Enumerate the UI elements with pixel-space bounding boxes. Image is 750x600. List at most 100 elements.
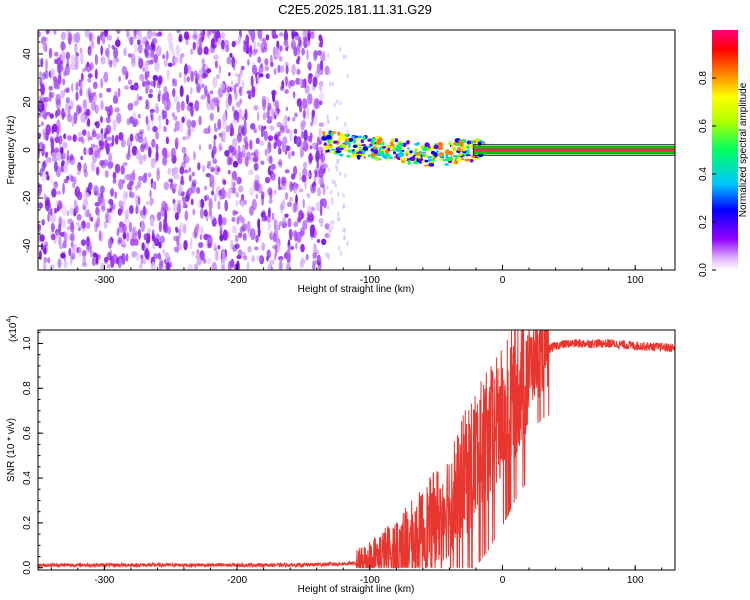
noise-blob <box>57 200 63 210</box>
spectrogram-y-tick-label: 20 <box>22 96 33 108</box>
noise-blob <box>109 60 112 68</box>
noise-blob <box>193 263 199 270</box>
noise-speck <box>329 228 332 234</box>
noise-blob <box>94 121 98 126</box>
noise-blob <box>246 221 251 233</box>
noise-blob <box>43 246 47 255</box>
noise-blob <box>63 133 67 140</box>
noise-blob <box>316 136 320 144</box>
noise-blob <box>257 218 261 230</box>
noise-blob <box>191 179 197 187</box>
noise-blob <box>268 198 273 204</box>
noise-blob <box>108 153 112 161</box>
noise-blob <box>177 199 182 205</box>
noise-blob <box>184 194 190 202</box>
noise-blob <box>302 198 305 209</box>
signal-blob <box>464 158 471 162</box>
noise-blob <box>38 57 41 67</box>
noise-blob <box>212 97 217 103</box>
noise-blob <box>116 30 121 34</box>
signal-blob <box>466 149 470 152</box>
noise-blob <box>210 38 215 49</box>
noise-blob <box>91 256 97 266</box>
noise-blob <box>55 110 58 118</box>
noise-blob <box>81 135 84 144</box>
noise-blob <box>190 70 194 83</box>
noise-blob <box>250 75 254 87</box>
noise-blob <box>47 201 51 207</box>
noise-speck <box>344 54 348 60</box>
noise-blob <box>203 185 208 191</box>
noise-blob <box>184 155 190 164</box>
noise-blob <box>84 192 90 199</box>
noise-blob <box>183 169 189 174</box>
noise-blob <box>81 250 87 257</box>
noise-blob <box>66 160 70 166</box>
signal-blob <box>473 157 480 161</box>
noise-blob <box>161 200 167 212</box>
noise-blob <box>234 234 239 243</box>
snr-y-tick-label: 0.0 <box>22 560 33 574</box>
noise-blob <box>45 130 49 141</box>
noise-blob <box>133 100 138 107</box>
noise-blob <box>237 232 243 239</box>
noise-blob <box>178 184 183 194</box>
noise-blob <box>152 125 158 133</box>
spectrogram-y-label: Frequency (Hz) <box>6 116 17 185</box>
noise-blob <box>48 85 54 91</box>
noise-blob <box>90 102 97 111</box>
noise-blob <box>160 260 164 270</box>
noise-blob <box>307 212 311 223</box>
noise-blob <box>281 216 287 225</box>
signal-blob <box>414 148 419 152</box>
noise-blob <box>197 199 202 209</box>
noise-blob <box>243 119 247 129</box>
noise-blob <box>128 221 133 233</box>
noise-blob <box>135 205 139 215</box>
noise-blob <box>207 93 211 104</box>
signal-blob <box>375 140 382 145</box>
noise-blob <box>318 217 324 225</box>
noise-blob <box>194 100 200 112</box>
noise-blob <box>78 224 83 230</box>
noise-blob <box>49 264 55 269</box>
noise-blob <box>165 118 169 126</box>
noise-blob <box>86 235 90 247</box>
signal-blob <box>326 134 332 140</box>
noise-blob <box>98 92 103 99</box>
noise-blob <box>172 168 177 179</box>
noise-blob <box>228 72 231 77</box>
noise-blob <box>274 110 278 116</box>
noise-blob <box>283 114 288 127</box>
noise-blob <box>266 109 270 120</box>
noise-speck <box>337 245 341 251</box>
noise-blob <box>278 260 282 270</box>
noise-blob <box>64 63 70 76</box>
noise-blob <box>133 82 139 91</box>
noise-blob <box>140 220 145 232</box>
noise-blob <box>100 185 105 194</box>
noise-speck <box>326 114 329 119</box>
noise-blob <box>147 227 151 234</box>
noise-blob <box>234 243 240 249</box>
noise-blob <box>200 94 206 100</box>
noise-blob <box>208 143 212 150</box>
noise-blob <box>236 254 242 260</box>
spectrogram-x-tick-label: -300 <box>94 275 114 286</box>
noise-blob <box>227 169 231 175</box>
signal-blob <box>454 159 458 165</box>
noise-blob <box>156 211 162 221</box>
noise-blob <box>186 119 192 129</box>
noise-blob <box>98 230 102 242</box>
noise-blob <box>261 37 266 43</box>
noise-blob <box>144 248 150 259</box>
noise-blob <box>109 142 114 147</box>
noise-blob <box>293 46 298 57</box>
noise-blob <box>104 106 110 112</box>
noise-blob <box>264 58 269 66</box>
noise-blob <box>241 79 245 89</box>
noise-blob <box>94 68 98 80</box>
noise-blob <box>131 250 137 258</box>
noise-blob <box>155 106 160 114</box>
noise-blob <box>189 105 194 114</box>
